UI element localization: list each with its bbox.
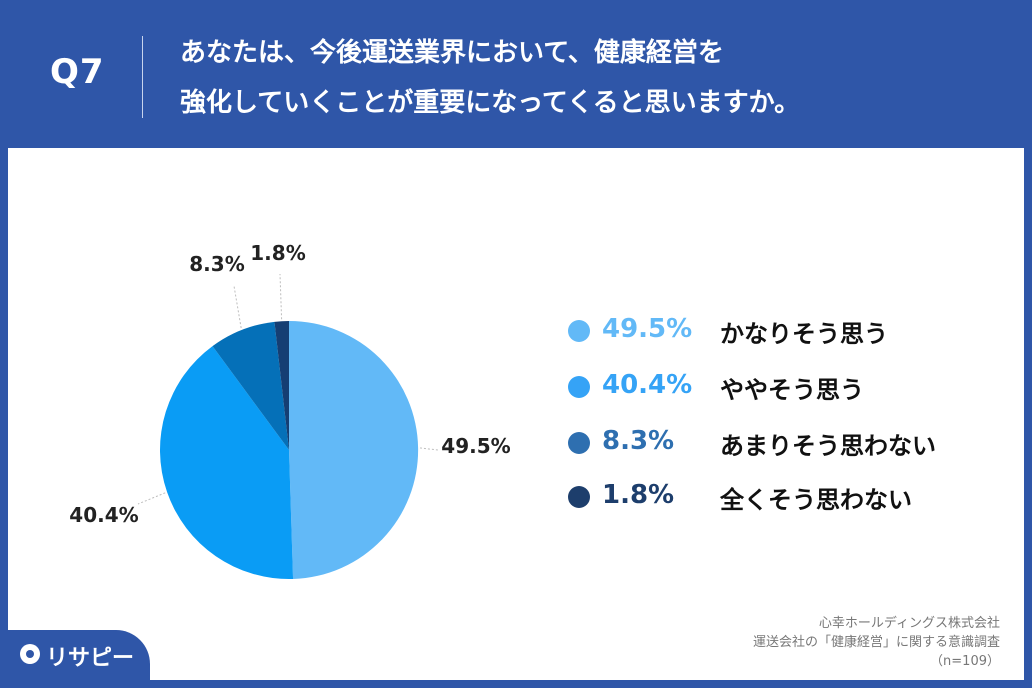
data-label: 8.3% bbox=[189, 252, 244, 276]
legend-dot bbox=[568, 376, 590, 398]
source-note: 心幸ホールディングス株式会社 運送会社の「健康経営」に関する意識調査 （n=10… bbox=[753, 614, 1000, 671]
legend-dot bbox=[568, 320, 590, 342]
data-label: 1.8% bbox=[250, 241, 305, 265]
leader-line bbox=[137, 492, 166, 505]
legend-percent: 8.3% bbox=[602, 426, 675, 456]
source-company: 心幸ホールディングス株式会社 bbox=[818, 616, 1000, 631]
location-pin-icon bbox=[20, 644, 40, 664]
pie-chart: 49.5% 40.4% 8.3% 1.8% bbox=[69, 241, 511, 580]
brand-badge: リサピー bbox=[8, 630, 150, 680]
legend-label: あまりそう思わない bbox=[720, 432, 936, 460]
question-line-2: 強化していくことが重要になってくると思いますか。 bbox=[180, 88, 801, 118]
brand-name: リサピー bbox=[46, 646, 135, 671]
leader-line bbox=[233, 285, 242, 329]
legend-percent: 1.8% bbox=[602, 480, 675, 510]
legend-dot bbox=[568, 486, 590, 508]
header-divider bbox=[142, 36, 143, 118]
legend-dot bbox=[568, 432, 590, 454]
source-sample-size: （n=109） bbox=[930, 654, 1000, 669]
slice-not-much bbox=[212, 321, 289, 450]
leader-line bbox=[279, 273, 283, 320]
legend-item-somewhat: 40.4% ややそう思う bbox=[568, 368, 988, 408]
question-number: Q7 bbox=[50, 52, 105, 92]
legend-percent: 49.5% bbox=[602, 314, 693, 344]
legend-item-not-at-all: 1.8% 全くそう思わない bbox=[568, 478, 988, 518]
data-label: 49.5% bbox=[441, 434, 510, 458]
question-line-1: あなたは、今後運送業界において、健康経営を bbox=[180, 38, 724, 68]
slice-very-much bbox=[289, 320, 419, 579]
slice-not-at-all bbox=[274, 321, 289, 450]
question-header: Q7 あなたは、今後運送業界において、健康経営を 強化していくことが重要になって… bbox=[0, 0, 1032, 148]
legend-item-not-much: 8.3% あまりそう思わない bbox=[568, 424, 988, 464]
legend-item-very-much: 49.5% かなりそう思う bbox=[568, 312, 988, 352]
source-survey: 運送会社の「健康経営」に関する意識調査 bbox=[752, 635, 1000, 650]
question-text: あなたは、今後運送業界において、健康経営を 強化していくことが重要になってくると… bbox=[180, 28, 1000, 128]
legend-label: ややそう思う bbox=[720, 376, 864, 404]
leader-line bbox=[419, 447, 439, 451]
chart-card: 49.5% 40.4% 8.3% 1.8% 49.5% かなりそう思う 40.4% や… bbox=[8, 148, 1024, 680]
slice-somewhat bbox=[160, 346, 294, 580]
legend-percent: 40.4% bbox=[602, 370, 693, 400]
data-label: 40.4% bbox=[69, 503, 138, 527]
legend-label: かなりそう思う bbox=[720, 320, 888, 348]
legend-label: 全くそう思わない bbox=[720, 486, 912, 514]
